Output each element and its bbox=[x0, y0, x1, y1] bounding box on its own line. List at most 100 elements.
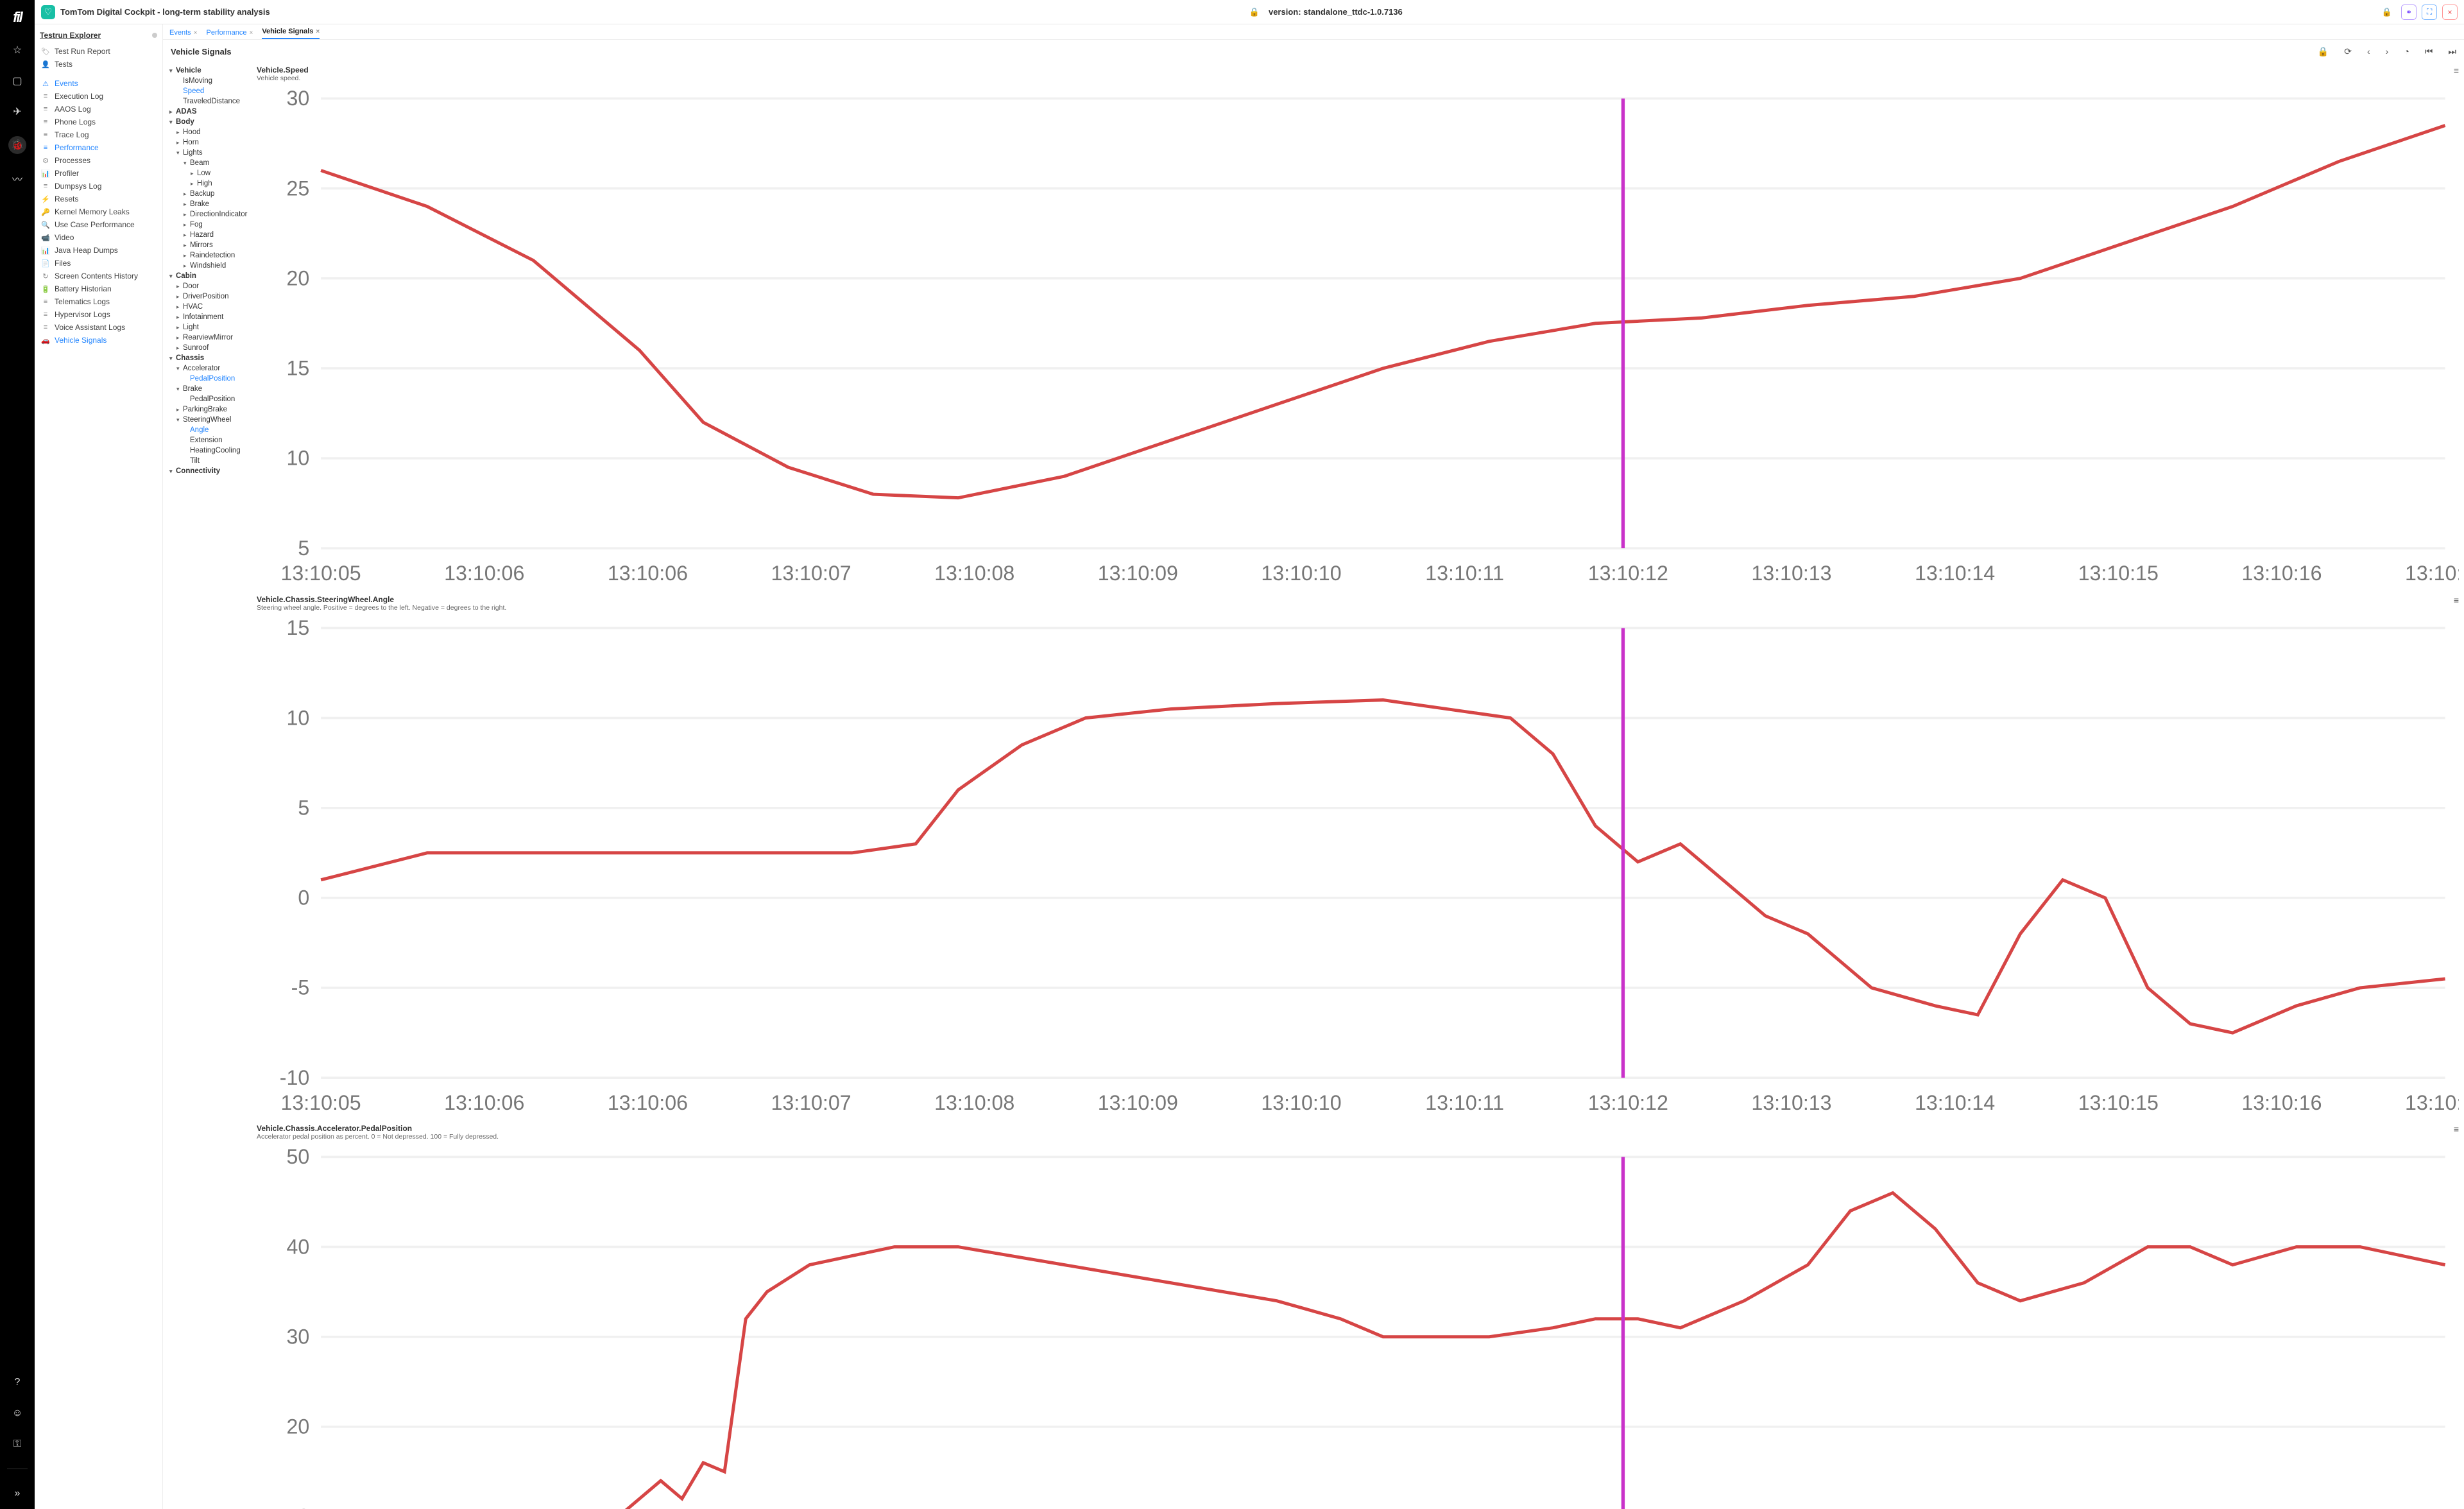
tree-node[interactable]: ▸HVAC bbox=[167, 302, 249, 312]
tree-node[interactable]: ▸Backup bbox=[167, 189, 249, 199]
explorer-item[interactable]: ≡Dumpsys Log bbox=[40, 180, 157, 193]
tree-node[interactable]: ▸Windshield bbox=[167, 261, 249, 271]
chart-menu-icon[interactable]: ≡ bbox=[2454, 1124, 2459, 1134]
tree-node[interactable]: Angle bbox=[167, 425, 249, 435]
tab-close-icon[interactable]: × bbox=[194, 30, 198, 37]
rail-wave-icon[interactable]: 〰 bbox=[11, 172, 24, 185]
rail-expand-icon[interactable]: » bbox=[11, 1487, 24, 1500]
explorer-item[interactable]: 📊Profiler bbox=[40, 167, 157, 180]
tree-node[interactable]: ▸Sunroof bbox=[167, 343, 249, 353]
explorer-item[interactable]: 🔍Use Case Performance bbox=[40, 218, 157, 231]
explorer-top-item[interactable]: 🏷Test Run Report bbox=[40, 45, 157, 58]
chart-svg[interactable]: 51015202530 13:10:0513:10:0613:10:0613:1… bbox=[257, 85, 2459, 590]
explorer-item[interactable]: ≡Phone Logs bbox=[40, 116, 157, 128]
explorer-item[interactable]: 🔑Kernel Memory Leaks bbox=[40, 205, 157, 218]
explorer-item[interactable]: ⚙Processes bbox=[40, 154, 157, 167]
explorer-item[interactable]: ⚡Resets bbox=[40, 193, 157, 205]
explorer-item[interactable]: ≡Telematics Logs bbox=[40, 295, 157, 308]
tree-node[interactable]: ▸DriverPosition bbox=[167, 291, 249, 302]
tree-node[interactable]: ▸Infotainment bbox=[167, 312, 249, 322]
tree-node[interactable]: ▸DirectionIndicator bbox=[167, 209, 249, 220]
skip-start-icon[interactable]: ⏮ bbox=[2425, 46, 2433, 57]
explorer-top-item[interactable]: 👤Tests bbox=[40, 58, 157, 71]
tree-node[interactable]: ▾Body bbox=[167, 117, 249, 127]
explorer-item[interactable]: ↻Screen Contents History bbox=[40, 270, 157, 282]
explorer-title[interactable]: Testrun Explorer bbox=[40, 31, 101, 40]
tree-node[interactable]: ▸Horn bbox=[167, 137, 249, 148]
tree-node[interactable]: ▸Door bbox=[167, 281, 249, 291]
chart-svg[interactable]: 01020304050 13:10:0513:10:0613:10:0613:1… bbox=[257, 1143, 2459, 1509]
svg-text:10: 10 bbox=[286, 1505, 309, 1509]
tree-node[interactable]: ▸Brake bbox=[167, 199, 249, 209]
tree-node[interactable]: HeatingCooling bbox=[167, 445, 249, 456]
chart-menu-icon[interactable]: ≡ bbox=[2454, 595, 2459, 605]
tree-node[interactable]: ▾Vehicle bbox=[167, 65, 249, 76]
tree-node[interactable]: ▸Fog bbox=[167, 220, 249, 230]
tree-node[interactable]: ▾Connectivity bbox=[167, 466, 249, 476]
explorer-item[interactable]: ⚠Events bbox=[40, 77, 157, 90]
tree-node[interactable]: Speed bbox=[167, 86, 249, 96]
tab[interactable]: Vehicle Signals× bbox=[262, 28, 320, 39]
tree-node[interactable]: ▾Chassis bbox=[167, 353, 249, 363]
rail-star-icon[interactable]: ☆ bbox=[11, 44, 24, 56]
rail-rocket-icon[interactable]: ✈ bbox=[11, 105, 24, 118]
explorer-item[interactable]: 📊Java Heap Dumps bbox=[40, 244, 157, 257]
tab-close-icon[interactable]: × bbox=[316, 28, 320, 35]
chart-menu-icon[interactable]: ≡ bbox=[2454, 65, 2459, 76]
tree-node[interactable]: ▸RearviewMirror bbox=[167, 332, 249, 343]
item-icon: 🏷 bbox=[41, 47, 50, 56]
tree-node[interactable]: IsMoving bbox=[167, 76, 249, 86]
clock-icon[interactable]: ◔ bbox=[2404, 46, 2409, 57]
tree-node[interactable]: ▾SteeringWheel bbox=[167, 415, 249, 425]
explorer-item[interactable]: ≡AAOS Log bbox=[40, 103, 157, 116]
tab[interactable]: Events× bbox=[169, 29, 197, 39]
tree-node[interactable]: ▸Light bbox=[167, 322, 249, 332]
explorer-item[interactable]: 🔋Battery Historian bbox=[40, 282, 157, 295]
tree-node[interactable]: TraveledDistance bbox=[167, 96, 249, 107]
tree-node[interactable]: ▾Beam bbox=[167, 158, 249, 168]
next-icon[interactable]: › bbox=[2386, 46, 2389, 57]
rail-help-icon[interactable]: ? bbox=[11, 1376, 24, 1389]
tree-node[interactable]: PedalPosition bbox=[167, 394, 249, 404]
tree-node[interactable]: ▸High bbox=[167, 178, 249, 189]
explorer-item[interactable]: ≡Voice Assistant Logs bbox=[40, 321, 157, 334]
lock-tool-icon[interactable]: 🔒 bbox=[2318, 46, 2329, 57]
item-label: Files bbox=[55, 259, 71, 268]
prev-icon[interactable]: ‹ bbox=[2367, 46, 2370, 57]
tree-node[interactable]: ▾Accelerator bbox=[167, 363, 249, 374]
tab[interactable]: Performance× bbox=[206, 29, 253, 39]
explorer-item[interactable]: 🚗Vehicle Signals bbox=[40, 334, 157, 347]
explorer-item[interactable]: ≡Execution Log bbox=[40, 90, 157, 103]
rail-bug-icon[interactable]: 🐞 bbox=[8, 136, 26, 154]
rail-box-icon[interactable]: ▢ bbox=[11, 74, 24, 87]
tree-label: ADAS bbox=[176, 108, 197, 116]
rail-key-icon[interactable]: ⚿ bbox=[11, 1438, 24, 1451]
link-button[interactable]: ⚭ bbox=[2401, 4, 2417, 20]
tree-node[interactable]: ▸Mirrors bbox=[167, 240, 249, 250]
tab-close-icon[interactable]: × bbox=[249, 30, 253, 37]
close-button[interactable]: × bbox=[2442, 4, 2458, 20]
explorer-item[interactable]: 📹Video bbox=[40, 231, 157, 244]
chart-svg[interactable]: -10-5051015 13:10:0513:10:0613:10:0613:1… bbox=[257, 614, 2459, 1119]
tree-node[interactable]: Extension bbox=[167, 435, 249, 445]
tree-node[interactable]: ▾Brake bbox=[167, 384, 249, 394]
rail-smile-icon[interactable]: ☺ bbox=[11, 1407, 24, 1420]
tree-node[interactable]: PedalPosition bbox=[167, 374, 249, 384]
tree-node[interactable]: ▾Cabin bbox=[167, 271, 249, 281]
tree-node[interactable]: ▸Hazard bbox=[167, 230, 249, 240]
tree-node[interactable]: ▸Raindetection bbox=[167, 250, 249, 261]
tree-node[interactable]: Tilt bbox=[167, 456, 249, 466]
explorer-item[interactable]: ≡Trace Log bbox=[40, 128, 157, 141]
explorer-item[interactable]: ≡Hypervisor Logs bbox=[40, 308, 157, 321]
refresh-icon[interactable]: ⟳ bbox=[2344, 46, 2352, 57]
tree-node[interactable]: ▾Lights bbox=[167, 148, 249, 158]
explorer-item[interactable]: ≡Performance bbox=[40, 141, 157, 154]
tree-node[interactable]: ▸Low bbox=[167, 168, 249, 178]
tree-node[interactable]: ▸ParkingBrake bbox=[167, 404, 249, 415]
item-icon: 📊 bbox=[41, 169, 50, 178]
skip-end-icon[interactable]: ⏭ bbox=[2448, 46, 2456, 57]
tree-node[interactable]: ▸Hood bbox=[167, 127, 249, 137]
tree-node[interactable]: ▸ADAS bbox=[167, 107, 249, 117]
explorer-item[interactable]: 📄Files bbox=[40, 257, 157, 270]
fullscreen-button[interactable]: ⛶ bbox=[2422, 4, 2437, 20]
